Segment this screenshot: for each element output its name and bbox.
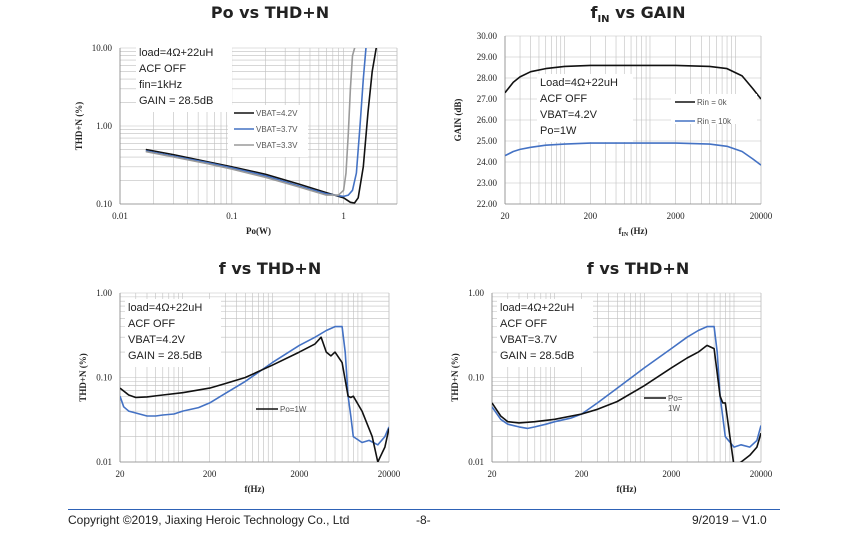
chart3-x-axis-label: f(Hz) [245, 484, 265, 494]
chart1-x-axis-label: Po(W) [246, 226, 271, 236]
footer-page-number: -8- [416, 513, 431, 527]
chart4-x-axis-label: f(Hz) [617, 484, 637, 494]
chart2-x-tick-label: 20 [501, 211, 511, 221]
chart1-legend-label: VBAT=3.3V [256, 141, 298, 150]
chart2-y-tick-label: 26.00 [477, 115, 498, 125]
chart1-title: Po vs THD+N [210, 3, 330, 22]
chart2-annotation-line: VBAT=4.2V [540, 109, 598, 121]
chart1-y-tick-label: 10.00 [92, 43, 113, 53]
chart4-x-tick-label: 200 [575, 469, 589, 479]
chart4-series-2-line [492, 325, 761, 448]
chart3-annotation-line: load=4Ω+22uH [128, 302, 202, 314]
chart4-annotation-line: load=4Ω+22uH [500, 302, 574, 314]
chart3-x-tick-label: 20 [116, 469, 126, 479]
chart3-series-1-line [120, 336, 389, 462]
chart2-legend-label: Rin = 10k [697, 117, 732, 126]
chart2-y-tick-label: 24.00 [477, 157, 498, 167]
chart2-legend-box [671, 94, 757, 124]
chart4-y-tick-label: 0.10 [468, 373, 484, 383]
chart1-x-tick-label: 0.1 [226, 211, 237, 221]
chart4-annotation-line: ACF OFF [500, 318, 547, 330]
chart2-x-axis-label-main: f [619, 226, 623, 236]
chart2-x-axis-label: fIN (Hz) [619, 226, 648, 238]
chart2-annotation-line: Po=1W [540, 125, 577, 137]
footer-copyright: Copyright ©2019, Jiaxing Heroic Technolo… [68, 513, 350, 527]
chart1-x-tick-label: 0.01 [112, 211, 128, 221]
chart3-x-tick-label: 20000 [378, 469, 401, 479]
chart2-y-tick-label: 28.00 [477, 73, 498, 83]
chart4-x-tick-label: 20000 [750, 469, 773, 479]
chart2-annotation-line: Load=4Ω+22uH [540, 77, 618, 89]
chart4-series-1-line [492, 344, 761, 462]
chart4-annotation-line: VBAT=3.7V [500, 334, 558, 346]
chart2-legend-label: Rin = 0k [697, 98, 728, 107]
chart3-y-axis-label: THD+N (%) [78, 353, 88, 401]
chart2-x-tick-label: 200 [584, 211, 598, 221]
chart2-y-tick-label: 29.00 [477, 52, 498, 62]
chart1-y-tick-label: 1.00 [96, 121, 112, 131]
chart2-y-tick-label: 23.00 [477, 178, 498, 188]
footer-version: 9/2019 – V1.0 [692, 513, 767, 527]
chart2-title-sub: IN [597, 14, 610, 26]
chart4-y-axis-label: THD+N (%) [450, 353, 460, 401]
chart3-legend-label: Po=1W [280, 405, 307, 414]
chart4-y-tick-label: 1.00 [468, 288, 484, 298]
chart2-y-tick-label: 27.00 [477, 94, 498, 104]
chart4-x-tick-label: 2000 [662, 469, 681, 479]
chart1-annotation-line: fin=1kHz [139, 79, 182, 91]
chart3-x-tick-label: 2000 [290, 469, 309, 479]
chart4-annotation-line: GAIN = 28.5dB [500, 350, 574, 362]
chart3-annotation-line: ACF OFF [128, 318, 175, 330]
chart3-y-tick-label: 0.01 [96, 457, 112, 467]
chart2-x-tick-label: 2000 [667, 211, 686, 221]
chart2-series-1-line [505, 64, 761, 100]
chart4-legend-label: 1W [668, 404, 680, 413]
chart1-series-3-line [145, 48, 356, 196]
chart1-annotation-line: ACF OFF [139, 63, 186, 75]
chart3-annotation-line: VBAT=4.2V [128, 334, 186, 346]
chart1-series-1-line [145, 48, 378, 204]
chart1-legend-label: VBAT=3.7V [256, 125, 298, 134]
chart3-annotation-box [125, 299, 221, 367]
chart2-series-2-line [505, 142, 761, 166]
chart2-annotation-box [537, 74, 633, 142]
chart1-x-tick-label: 1 [341, 211, 346, 221]
chart4-title: f vs THD+N [586, 259, 690, 278]
chart1-legend-label: VBAT=4.2V [256, 109, 298, 118]
chart2-title: fIN vs GAIN [548, 3, 728, 25]
chart4-annotation-box [497, 299, 593, 367]
chart4-x-tick-label: 20 [488, 469, 498, 479]
chart2-y-axis-label: GAIN (dB) [453, 99, 463, 142]
chart1-y-axis-label: THD+N (%) [74, 102, 84, 150]
chart3-title: f vs THD+N [218, 259, 322, 278]
chart1-annotation-box [136, 44, 232, 112]
chart1-y-tick-label: 0.10 [96, 199, 112, 209]
chart3-series-2-line [120, 325, 389, 446]
chart2-title-main: f [590, 3, 598, 22]
chart3-y-tick-label: 1.00 [96, 288, 112, 298]
chart1-annotation-line: load=4Ω+22uH [139, 47, 213, 59]
footer-divider [68, 509, 780, 510]
chart4-y-tick-label: 0.01 [468, 457, 484, 467]
chart2-x-axis-label-sub: IN [622, 232, 629, 238]
chart3-x-tick-label: 200 [203, 469, 217, 479]
chart2-y-tick-label: 22.00 [477, 199, 498, 209]
chart1-annotation-line: GAIN = 28.5dB [139, 95, 213, 107]
chart3-annotation-line: GAIN = 28.5dB [128, 350, 202, 362]
chart2-annotation-line: ACF OFF [540, 93, 587, 105]
chart4-legend-label: Po= [668, 394, 683, 403]
chart3-y-tick-label: 0.10 [96, 373, 112, 383]
chart2-y-tick-label: 25.00 [477, 136, 498, 146]
chart2-y-tick-label: 30.00 [477, 31, 498, 41]
chart2-title-rest: vs GAIN [609, 3, 686, 22]
chart2-x-tick-label: 20000 [750, 211, 773, 221]
chart2-x-axis-label-rest: (Hz) [628, 226, 647, 236]
